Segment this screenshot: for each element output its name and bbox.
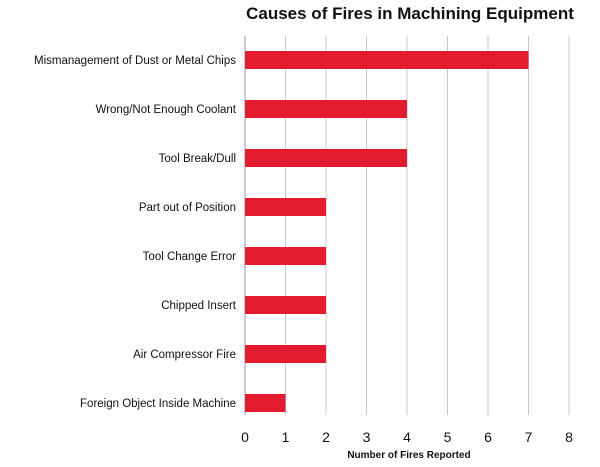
category-label: Tool Break/Dull	[159, 153, 236, 165]
x-tick-labels: 0 1 2 3 4 5 6 7 8	[241, 429, 573, 445]
category-label: Wrong/Not Enough Coolant	[96, 104, 237, 116]
category-labels: Mismanagement of Dust or Metal Chips Wron…	[34, 55, 237, 410]
bar	[245, 345, 326, 363]
x-tick-label: 4	[403, 429, 411, 445]
category-label: Chipped Insert	[161, 300, 237, 312]
chart-title: Causes of Fires in Machining Equipment	[246, 4, 574, 23]
category-label: Part out of Position	[139, 202, 236, 214]
category-label: Mismanagement of Dust or Metal Chips	[34, 55, 236, 67]
grid-lines	[244, 36, 570, 415]
category-label: Foreign Object Inside Machine	[80, 398, 236, 410]
bar	[245, 296, 326, 314]
x-tick-label: 3	[363, 429, 371, 445]
x-tick-label: 1	[282, 429, 290, 445]
x-tick-label: 2	[322, 429, 330, 445]
bar	[245, 198, 326, 216]
bars	[245, 51, 529, 412]
x-tick-label: 6	[484, 429, 492, 445]
bar	[245, 247, 326, 265]
bar	[245, 100, 407, 118]
bar	[245, 51, 529, 69]
x-tick-label: 8	[565, 429, 573, 445]
x-tick-label: 5	[444, 429, 452, 445]
x-tick-label: 0	[241, 429, 249, 445]
x-tick-label: 7	[525, 429, 533, 445]
x-axis-title: Number of Fires Reported	[347, 450, 470, 461]
bar	[245, 149, 407, 167]
bar	[245, 394, 286, 412]
category-label: Air Compressor Fire	[133, 349, 236, 361]
category-label: Tool Change Error	[143, 251, 236, 263]
